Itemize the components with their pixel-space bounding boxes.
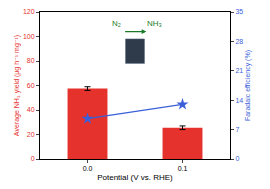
svg-text:Potential (V vs. RHE): Potential (V vs. RHE): [97, 173, 173, 182]
svg-text:40: 40: [27, 106, 35, 113]
svg-text:100: 100: [23, 33, 35, 40]
svg-text:21: 21: [235, 67, 243, 74]
svg-text:0: 0: [31, 155, 35, 162]
svg-text:NH₃: NH₃: [147, 19, 162, 28]
svg-text:Average NH₃ yield (μg h⁻¹ mg⁻¹: Average NH₃ yield (μg h⁻¹ mg⁻¹): [13, 35, 21, 136]
svg-text:60: 60: [27, 82, 35, 89]
svg-text:20: 20: [27, 131, 35, 138]
svg-text:28: 28: [235, 38, 243, 45]
svg-text:35: 35: [235, 8, 243, 15]
svg-text:Faradaic efficiency (%): Faradaic efficiency (%): [244, 50, 252, 121]
svg-text:7: 7: [235, 126, 239, 133]
svg-text:120: 120: [23, 8, 35, 15]
svg-text:0.1: 0.1: [178, 165, 188, 172]
svg-text:80: 80: [27, 57, 35, 64]
svg-text:14: 14: [235, 97, 243, 104]
svg-text:0.0: 0.0: [83, 165, 93, 172]
svg-text:N₂: N₂: [112, 19, 121, 28]
svg-text:0: 0: [235, 155, 239, 162]
